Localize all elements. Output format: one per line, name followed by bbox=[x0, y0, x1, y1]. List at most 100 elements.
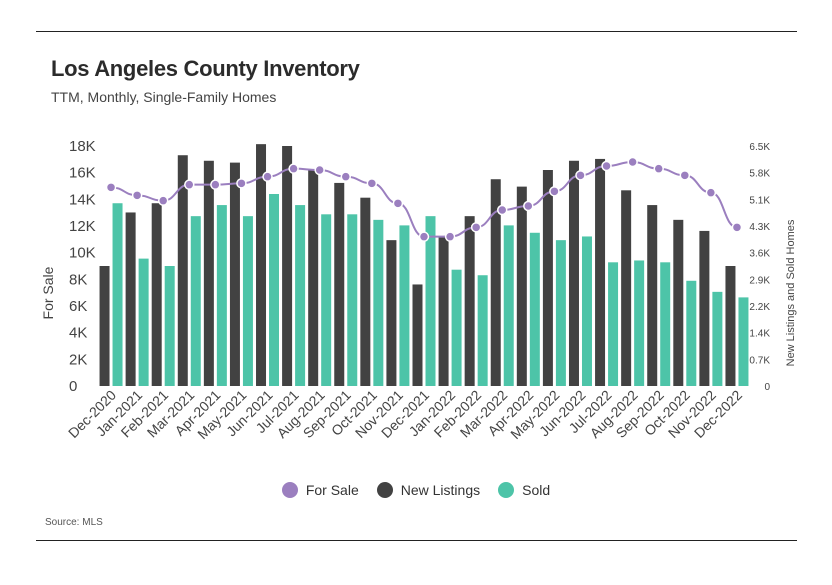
point-for-sale bbox=[262, 171, 273, 182]
legend-item-new-listings: New Listings bbox=[376, 482, 481, 498]
bar-new-listings bbox=[490, 179, 501, 386]
bar-new-listings bbox=[308, 170, 319, 386]
bar-new-listings bbox=[699, 230, 710, 386]
bar-sold bbox=[581, 236, 592, 386]
bar-new-listings bbox=[151, 203, 162, 386]
y2-tick-label: 6.5K bbox=[749, 142, 770, 153]
point-for-sale bbox=[314, 164, 325, 176]
point-for-sale bbox=[575, 170, 586, 181]
bar-new-listings bbox=[647, 205, 658, 386]
bar-sold bbox=[112, 203, 123, 386]
bar-new-listings bbox=[282, 146, 293, 386]
y-tick-label: 16K bbox=[69, 165, 96, 182]
point-for-sale bbox=[392, 198, 404, 209]
point-for-sale bbox=[731, 222, 743, 233]
legend-swatch-for-sale bbox=[281, 482, 298, 498]
bar-new-listings bbox=[725, 266, 736, 386]
point-for-sale bbox=[496, 204, 508, 216]
point-for-sale bbox=[288, 163, 299, 174]
y-tick-label: 8K bbox=[69, 271, 87, 288]
bar-new-listings bbox=[595, 158, 606, 386]
y2-tick-label: 2.2K bbox=[749, 302, 770, 313]
y-tick-label: 12K bbox=[69, 218, 96, 235]
point-for-sale bbox=[679, 170, 691, 181]
bar-new-listings bbox=[125, 212, 136, 386]
point-for-sale bbox=[418, 231, 430, 242]
y-tick-label: 14K bbox=[69, 191, 96, 208]
bar-sold bbox=[451, 269, 462, 386]
point-for-sale bbox=[184, 179, 195, 190]
y2-tick-label: 5.8K bbox=[749, 169, 770, 180]
y-tick-label: 18K bbox=[69, 138, 96, 155]
bar-sold bbox=[712, 291, 723, 386]
bar-new-listings bbox=[464, 216, 475, 386]
legend-item-for-sale: For Sale bbox=[281, 482, 359, 498]
bar-new-listings bbox=[412, 284, 423, 386]
point-for-sale bbox=[627, 156, 638, 168]
legend-swatch-sold bbox=[498, 482, 515, 498]
legend-label-sold: Sold bbox=[522, 482, 551, 498]
y2-tick-label: 4.3K bbox=[749, 222, 770, 233]
y-tick-label: 4K bbox=[69, 325, 87, 342]
legend-label-for-sale: For Sale bbox=[305, 482, 359, 498]
y2-tick-label: 5.1K bbox=[749, 195, 770, 206]
point-for-sale bbox=[210, 179, 221, 190]
bar-sold bbox=[425, 216, 436, 386]
bar-sold bbox=[295, 205, 306, 386]
bar-sold bbox=[321, 214, 332, 386]
bar-sold bbox=[399, 225, 410, 386]
point-for-sale bbox=[444, 231, 456, 242]
bar-sold bbox=[216, 205, 227, 386]
point-for-sale bbox=[653, 163, 664, 174]
bar-new-listings bbox=[516, 186, 527, 386]
bar-sold bbox=[269, 194, 280, 386]
bar-sold bbox=[477, 275, 488, 386]
point-for-sale bbox=[705, 187, 717, 198]
bar-sold bbox=[190, 216, 201, 386]
top-rule bbox=[36, 31, 797, 32]
bar-sold bbox=[686, 280, 697, 386]
bar-new-listings bbox=[229, 162, 240, 386]
y-tick-label: 0 bbox=[69, 378, 77, 395]
bar-new-listings bbox=[568, 160, 579, 386]
y-tick-label: 10K bbox=[69, 245, 96, 262]
bar-new-listings bbox=[256, 144, 267, 386]
bar-new-listings bbox=[360, 197, 371, 386]
y-tick-label: 2K bbox=[69, 351, 87, 368]
point-for-sale bbox=[523, 200, 534, 212]
point-for-sale bbox=[549, 186, 560, 197]
bar-sold bbox=[138, 258, 149, 386]
point-for-sale bbox=[157, 195, 169, 206]
legend-label-new-listings: New Listings bbox=[400, 482, 481, 498]
bar-new-listings bbox=[99, 266, 110, 386]
legend-item-sold: Sold bbox=[498, 482, 550, 498]
bar-sold bbox=[634, 260, 645, 386]
bar-sold bbox=[503, 225, 514, 386]
bar-new-listings bbox=[621, 190, 632, 386]
source-note: Source: MLS bbox=[45, 517, 103, 528]
point-for-sale bbox=[131, 190, 143, 201]
point-for-sale bbox=[470, 222, 482, 233]
point-for-sale bbox=[105, 182, 117, 193]
y2-tick-label: 1.4K bbox=[749, 329, 770, 340]
legend-swatch-new-listings bbox=[376, 482, 393, 498]
y2-axis-label: New Listings and Sold Homes bbox=[785, 219, 797, 366]
bar-new-listings bbox=[438, 236, 449, 386]
bar-new-listings bbox=[542, 170, 553, 386]
bar-sold bbox=[164, 266, 175, 386]
point-for-sale bbox=[236, 178, 247, 189]
chart-subtitle: TTM, Monthly, Single-Family Homes bbox=[51, 89, 277, 105]
y2-tick-label: 0.7K bbox=[749, 355, 770, 366]
bar-sold bbox=[608, 262, 619, 386]
point-for-sale bbox=[601, 160, 612, 172]
bar-sold bbox=[738, 297, 749, 386]
y2-tick-label: 3.6K bbox=[749, 249, 770, 260]
y2-tick-label: 0 bbox=[764, 382, 770, 393]
bottom-rule bbox=[36, 540, 797, 541]
chart-title: Los Angeles County Inventory bbox=[51, 56, 360, 81]
y-axis-label: For Sale bbox=[40, 266, 56, 319]
bar-new-listings bbox=[177, 155, 188, 386]
bar-new-listings bbox=[334, 182, 345, 386]
y2-tick-label: 2.9K bbox=[749, 275, 770, 286]
